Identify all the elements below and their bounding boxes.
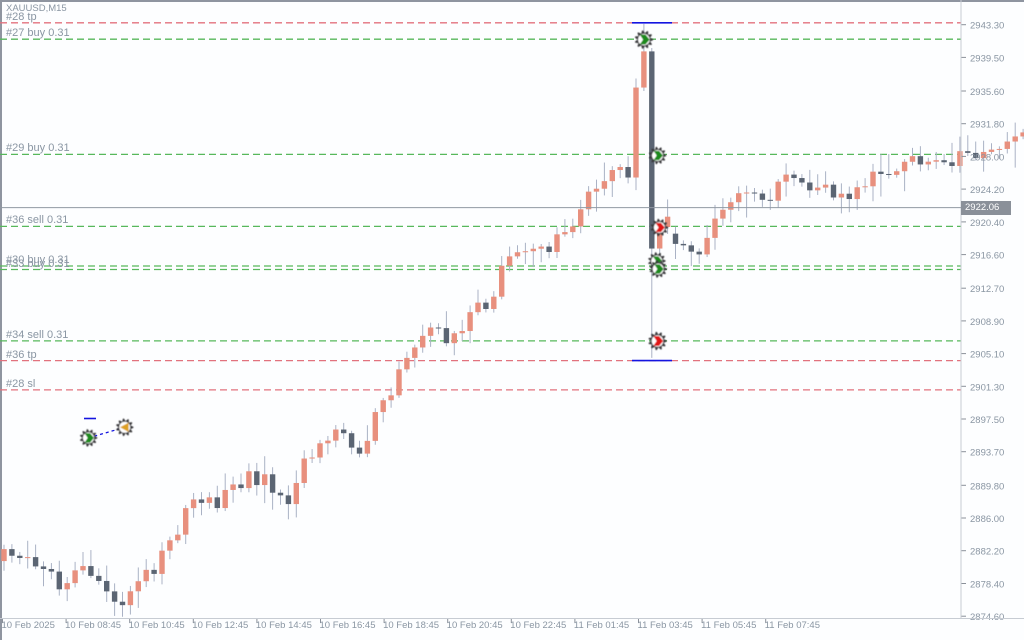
svg-text:2931.80: 2931.80 xyxy=(970,120,1004,131)
svg-text:2920.40: 2920.40 xyxy=(970,218,1004,229)
svg-text:2886.00: 2886.00 xyxy=(970,514,1004,525)
svg-text:2882.20: 2882.20 xyxy=(970,547,1004,558)
svg-text:2924.20: 2924.20 xyxy=(970,185,1004,196)
svg-text:2939.50: 2939.50 xyxy=(970,53,1004,64)
svg-text:2916.60: 2916.60 xyxy=(970,251,1004,262)
svg-text:2889.80: 2889.80 xyxy=(970,481,1004,492)
svg-text:2905.10: 2905.10 xyxy=(970,350,1004,361)
svg-text:2908.90: 2908.90 xyxy=(970,317,1004,328)
svg-text:2897.50: 2897.50 xyxy=(970,415,1004,426)
svg-text:2878.40: 2878.40 xyxy=(970,580,1004,591)
svg-text:2901.30: 2901.30 xyxy=(970,382,1004,393)
svg-text:2912.70: 2912.70 xyxy=(970,284,1004,295)
svg-text:2893.70: 2893.70 xyxy=(970,448,1004,459)
svg-text:2943.30: 2943.30 xyxy=(970,21,1004,32)
svg-text:2935.60: 2935.60 xyxy=(970,87,1004,98)
svg-text:2928.00: 2928.00 xyxy=(970,152,1004,163)
